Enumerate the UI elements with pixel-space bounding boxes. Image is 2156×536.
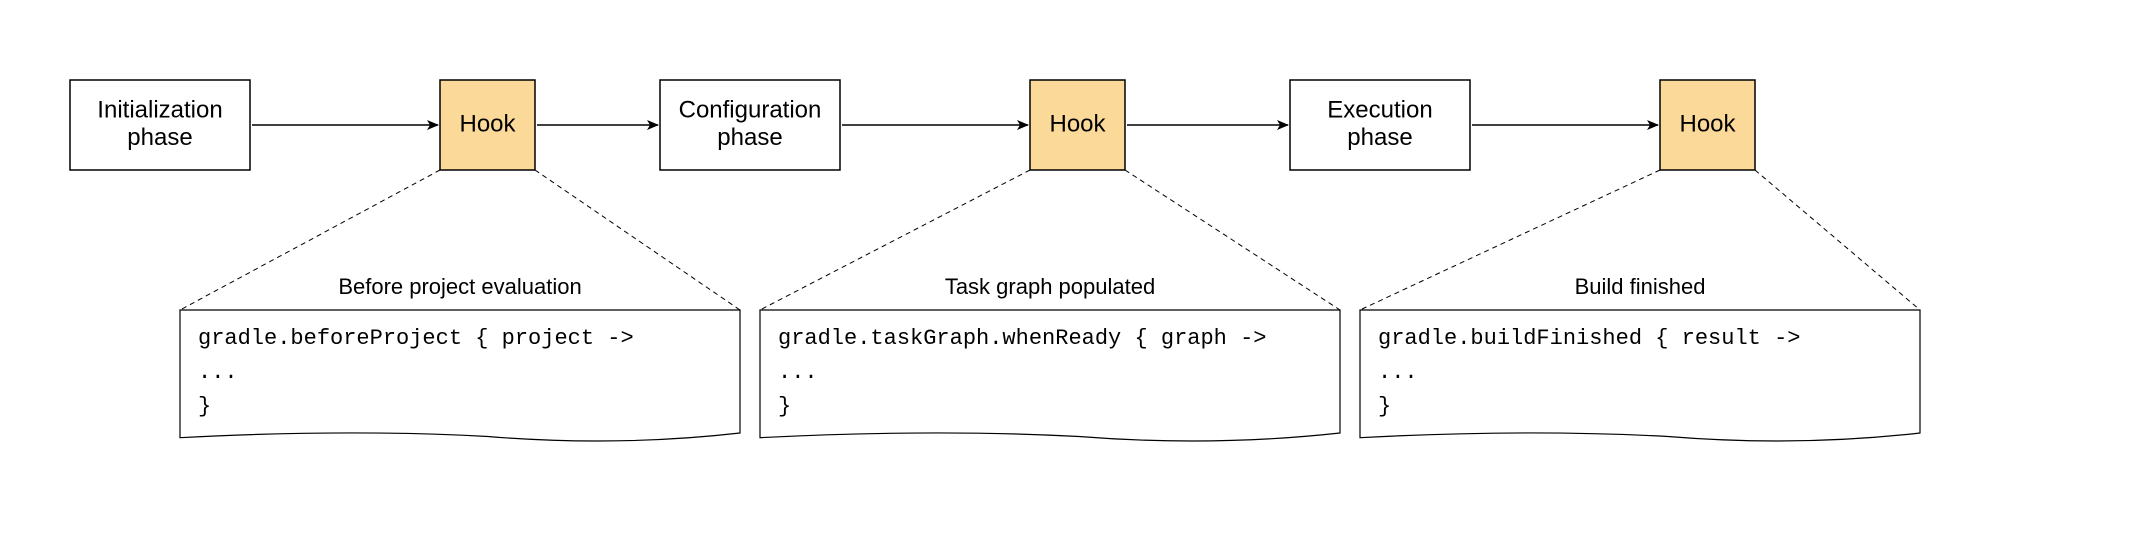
- callout-title: Before project evaluation: [338, 274, 581, 299]
- code-line: ...: [198, 360, 238, 385]
- code-line: ...: [1378, 360, 1418, 385]
- callout-title: Task graph populated: [945, 274, 1155, 299]
- node-label: Initialization: [97, 97, 222, 124]
- code-line: }: [778, 394, 791, 419]
- callout-connector: [1125, 170, 1340, 310]
- code-line: }: [198, 394, 211, 419]
- code-line: ...: [778, 360, 818, 385]
- callout-title: Build finished: [1575, 274, 1706, 299]
- callout-connector: [1755, 170, 1920, 310]
- node-label: Execution: [1327, 97, 1432, 124]
- node-label: Configuration: [679, 97, 822, 124]
- node-label: phase: [717, 124, 782, 151]
- code-line: gradle.buildFinished { result ->: [1378, 326, 1800, 351]
- code-line: gradle.taskGraph.whenReady { graph ->: [778, 326, 1266, 351]
- code-line: }: [1378, 394, 1391, 419]
- node-label: Hook: [1049, 110, 1106, 137]
- callout-hook2: Task graph populated gradle.taskGraph.whe…: [760, 170, 1340, 441]
- node-label: Hook: [459, 110, 516, 137]
- code-line: gradle.beforeProject { project ->: [198, 326, 634, 351]
- node-label: phase: [1347, 124, 1412, 151]
- phase-node-config: Configurationphase: [660, 80, 840, 170]
- callout-hook3: Build finished gradle.buildFinished { res…: [1360, 170, 1920, 441]
- hook-node-hook3: Hook: [1660, 80, 1755, 170]
- hook-node-hook1: Hook: [440, 80, 535, 170]
- lifecycle-diagram: Before project evaluation gradle.beforePr…: [0, 0, 2156, 536]
- phase-node-init: Initializationphase: [70, 80, 250, 170]
- node-label: Hook: [1679, 110, 1736, 137]
- node-label: phase: [127, 124, 192, 151]
- callout-hook1: Before project evaluation gradle.beforePr…: [180, 170, 740, 441]
- phase-node-exec: Executionphase: [1290, 80, 1470, 170]
- hook-node-hook2: Hook: [1030, 80, 1125, 170]
